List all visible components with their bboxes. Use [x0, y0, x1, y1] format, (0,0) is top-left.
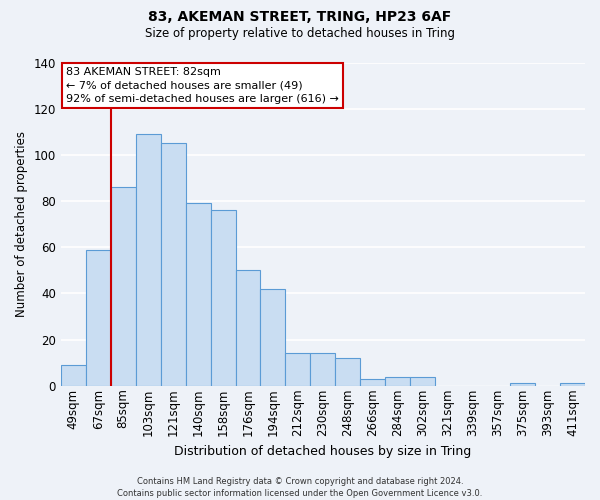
Text: 83, AKEMAN STREET, TRING, HP23 6AF: 83, AKEMAN STREET, TRING, HP23 6AF — [148, 10, 452, 24]
Bar — [385, 376, 410, 386]
Bar — [310, 354, 335, 386]
Bar — [236, 270, 260, 386]
Text: Contains HM Land Registry data © Crown copyright and database right 2024.
Contai: Contains HM Land Registry data © Crown c… — [118, 476, 482, 498]
Bar — [260, 289, 286, 386]
Bar — [86, 250, 111, 386]
Bar — [410, 376, 435, 386]
Bar — [136, 134, 161, 386]
Text: Size of property relative to detached houses in Tring: Size of property relative to detached ho… — [145, 28, 455, 40]
Bar — [111, 187, 136, 386]
Bar — [361, 379, 385, 386]
Bar — [335, 358, 361, 386]
Bar — [286, 354, 310, 386]
Bar — [185, 204, 211, 386]
Bar — [161, 144, 185, 386]
Bar — [510, 384, 535, 386]
Y-axis label: Number of detached properties: Number of detached properties — [15, 131, 28, 317]
Bar — [560, 384, 585, 386]
Bar — [61, 365, 86, 386]
Text: 83 AKEMAN STREET: 82sqm
← 7% of detached houses are smaller (49)
92% of semi-det: 83 AKEMAN STREET: 82sqm ← 7% of detached… — [66, 68, 339, 104]
X-axis label: Distribution of detached houses by size in Tring: Distribution of detached houses by size … — [174, 444, 472, 458]
Bar — [211, 210, 236, 386]
